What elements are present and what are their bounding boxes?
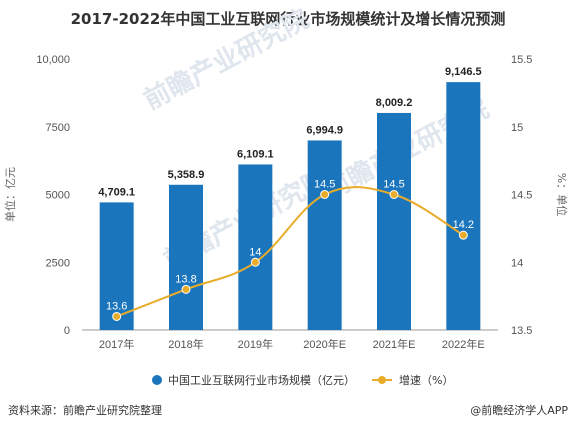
y-left-tick-label: 0 [64, 325, 70, 337]
growth-point [112, 311, 122, 321]
y-right-tick-label: 13.5 [511, 325, 532, 337]
bar [446, 82, 481, 330]
bar-value-label: 8,009.2 [376, 97, 413, 109]
growth-value-label: 13.6 [106, 300, 127, 312]
growth-value-label: 13.8 [175, 273, 196, 285]
x-tick-label: 2020年E [303, 337, 346, 351]
y-right-axis-title: %：单位 [555, 173, 569, 216]
y-left-tick-label: 5000 [46, 190, 70, 202]
bar [169, 184, 203, 330]
x-tick-label: 2019年 [238, 337, 273, 351]
legend-bar-label: 中国工业互联网行业市场规模（亿元） [168, 373, 355, 387]
bar-value-label: 4,709.1 [98, 186, 135, 198]
bar-series: 4,709.1 5,358.9 6,109.1 6,994.9 8,009.2 9,146… [98, 66, 482, 330]
legend-line-marker [378, 376, 386, 384]
y-right-tick-label: 15.5 [511, 54, 532, 66]
axes: 0 2500 5000 7500 10,000 13.5 14 14.5 15 15.5 2017年… [3, 54, 569, 351]
growth-point [250, 257, 260, 267]
growth-value-label: 14.5 [383, 179, 404, 191]
source-note: 资料来源：前瞻产业研究院整理 [8, 403, 162, 417]
growth-point [458, 230, 468, 240]
brand-note: @前瞻经济学人APP [470, 403, 568, 417]
line-series: 13.6 13.8 14 14.5 14.5 14.2 [106, 179, 474, 321]
bar-value-label: 6,109.1 [237, 148, 274, 160]
y-right-tick-label: 14.5 [511, 190, 532, 202]
x-tick-label: 2022年E [442, 337, 485, 351]
x-tick-label: 2018年 [168, 337, 203, 351]
y-left-axis-title: 单位：亿元 [3, 167, 17, 222]
growth-value-label: 14.5 [314, 179, 335, 191]
growth-point [389, 190, 399, 199]
legend-line-label: 增速（%） [399, 373, 453, 387]
growth-point [320, 190, 330, 199]
legend-bar-swatch [152, 375, 162, 385]
bar-value-label: 5,358.9 [168, 169, 205, 181]
x-tick-label: 2017年 [99, 337, 134, 351]
y-right-tick-label: 15 [511, 122, 523, 134]
growth-point [181, 284, 191, 294]
bar [377, 112, 411, 330]
bar-value-label: 9,146.5 [445, 66, 482, 78]
x-tick-label: 2021年E [373, 337, 416, 351]
chart-title: 2017-2022年中国工业互联网行业市场规模统计及增长情况预测 [71, 10, 506, 28]
bar [238, 164, 273, 330]
bar [307, 140, 342, 330]
growth-value-label: 14 [249, 246, 261, 258]
y-left-tick-label: 2500 [46, 257, 70, 269]
growth-value-label: 14.2 [453, 219, 474, 231]
y-left-tick-label: 7500 [46, 122, 70, 134]
bar-value-label: 6,994.9 [306, 124, 343, 136]
y-left-tick-label: 10,000 [36, 54, 70, 66]
bar [99, 202, 134, 330]
y-right-tick-label: 14 [511, 257, 523, 269]
legend: 中国工业互联网行业市场规模（亿元） 增速（%） [152, 373, 453, 387]
